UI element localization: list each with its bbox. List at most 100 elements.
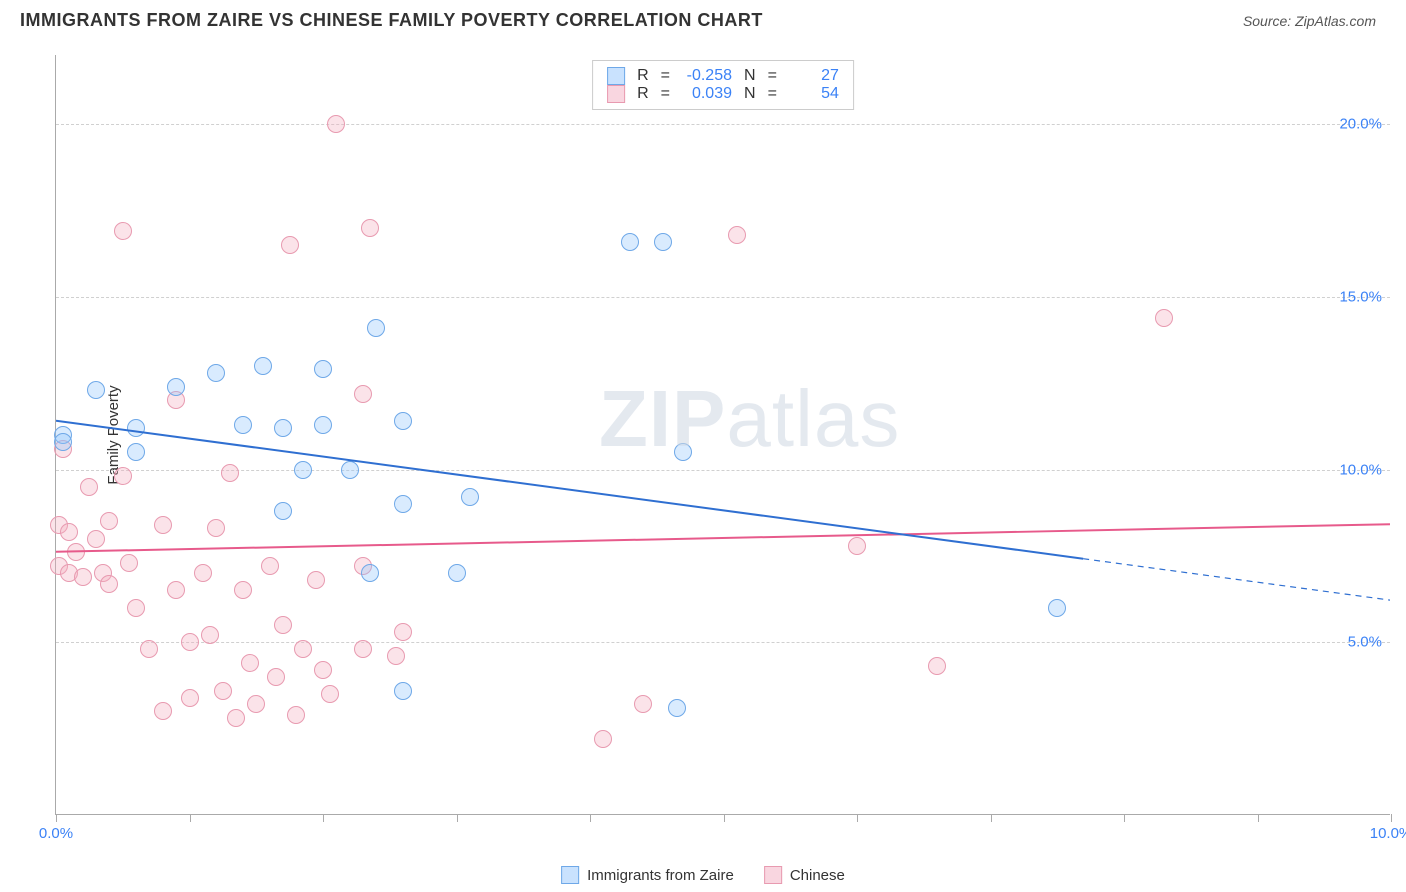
stats-n-label: N [744,67,756,85]
scatter-point-pink [387,647,405,665]
scatter-point-pink [74,568,92,586]
scatter-point-blue [207,364,225,382]
scatter-point-blue [274,502,292,520]
scatter-point-pink [140,640,158,658]
scatter-point-pink [80,478,98,496]
scatter-point-blue [621,233,639,251]
xtick-mark [56,814,57,822]
scatter-point-pink [234,581,252,599]
scatter-point-pink [100,512,118,530]
scatter-point-blue [361,564,379,582]
correlation-stats-box: R = -0.258 N = 27 R = 0.039 N = 54 [592,60,854,110]
stats-swatch-blue [607,67,625,85]
scatter-point-blue [461,488,479,506]
scatter-point-blue [654,233,672,251]
xtick-mark [323,814,324,822]
legend-label: Chinese [790,867,845,884]
xtick-mark [590,814,591,822]
xtick-label: 10.0% [1370,825,1406,842]
scatter-point-blue [294,461,312,479]
stats-n-value: 27 [787,67,839,85]
chart-header: IMMIGRANTS FROM ZAIRE VS CHINESE FAMILY … [0,0,1406,39]
scatter-point-blue [448,564,466,582]
scatter-point-pink [928,657,946,675]
scatter-point-pink [67,543,85,561]
scatter-point-blue [167,378,185,396]
scatter-point-blue [254,357,272,375]
xtick-mark [1258,814,1259,822]
scatter-point-pink [354,640,372,658]
scatter-point-blue [394,682,412,700]
xtick-mark [457,814,458,822]
series-legend: Immigrants from Zaire Chinese [561,866,845,884]
trendline-pink [56,524,1390,552]
scatter-point-pink [848,537,866,555]
scatter-point-pink [267,668,285,686]
scatter-point-blue [341,461,359,479]
scatter-point-pink [394,623,412,641]
gridline-horizontal [56,642,1390,643]
source-name: ZipAtlas.com [1295,13,1376,29]
scatter-point-pink [60,523,78,541]
watermark-bold: ZIP [599,374,726,463]
scatter-point-pink [354,385,372,403]
stats-r-value: -0.258 [680,67,732,85]
source-attribution: Source: ZipAtlas.com [1243,13,1376,29]
scatter-point-blue [127,443,145,461]
equals-sign: = [661,85,670,103]
ytick-label: 5.0% [1348,634,1382,651]
xtick-mark [724,814,725,822]
ytick-label: 15.0% [1339,288,1382,305]
scatter-point-pink [1155,309,1173,327]
stats-r-label: R [637,85,649,103]
xtick-mark [857,814,858,822]
scatter-point-pink [114,222,132,240]
scatter-point-pink [594,730,612,748]
scatter-point-pink [327,115,345,133]
gridline-horizontal [56,470,1390,471]
xtick-label: 0.0% [39,825,73,842]
scatter-point-pink [154,516,172,534]
scatter-point-pink [214,682,232,700]
scatter-point-blue [394,495,412,513]
scatter-point-pink [221,464,239,482]
scatter-point-pink [634,695,652,713]
scatter-point-pink [154,702,172,720]
legend-swatch-blue [561,866,579,884]
stats-swatch-pink [607,85,625,103]
scatter-point-blue [674,443,692,461]
legend-item-blue: Immigrants from Zaire [561,866,734,884]
xtick-mark [190,814,191,822]
stats-n-value: 54 [787,85,839,103]
watermark-light: atlas [726,374,900,463]
equals-sign: = [768,85,777,103]
xtick-mark [1124,814,1125,822]
scatter-point-pink [120,554,138,572]
scatter-point-blue [1048,599,1066,617]
xtick-mark [991,814,992,822]
scatter-point-pink [294,640,312,658]
scatter-point-pink [194,564,212,582]
scatter-point-pink [241,654,259,672]
stats-n-label: N [744,85,756,103]
scatter-point-pink [207,519,225,537]
ytick-label: 10.0% [1339,461,1382,478]
scatter-point-pink [114,467,132,485]
scatter-point-blue [87,381,105,399]
scatter-point-pink [100,575,118,593]
scatter-point-pink [261,557,279,575]
scatter-point-blue [314,360,332,378]
scatter-chart: Family Poverty ZIPatlas R = -0.258 N = 2… [55,55,1390,815]
scatter-point-blue [668,699,686,717]
scatter-point-pink [287,706,305,724]
xtick-mark [1391,814,1392,822]
scatter-point-pink [321,685,339,703]
stats-r-label: R [637,67,649,85]
equals-sign: = [661,67,670,85]
trendline-blue-solid [56,421,1083,559]
scatter-point-pink [181,633,199,651]
source-prefix: Source: [1243,13,1295,29]
scatter-point-blue [127,419,145,437]
scatter-point-pink [728,226,746,244]
scatter-point-pink [127,599,145,617]
